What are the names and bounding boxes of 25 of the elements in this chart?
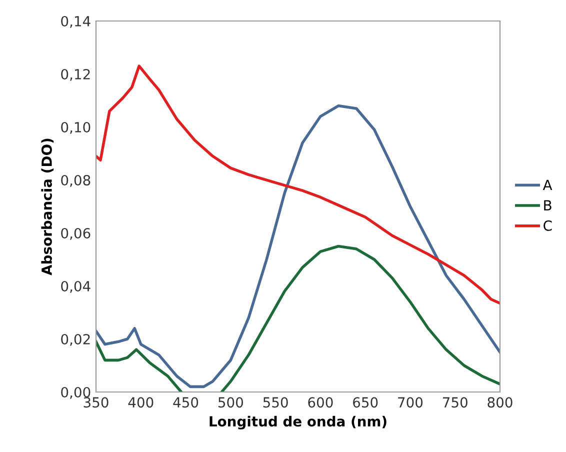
x-tick-label: 700 [398,397,423,408]
y-tick-label: 0,08 [61,174,90,187]
y-tick-label: 0,00 [61,386,90,399]
y-tick-label: 0,06 [61,228,90,240]
legend-label: C [544,220,552,231]
x-tick-label: 750 [442,397,468,408]
x-tick-label: 650 [353,397,378,408]
x-tick-label: 350 [84,397,108,408]
x-axis-title: Longitud de onda (nm) [210,416,386,430]
y-tick-label: 0,10 [61,122,90,134]
x-tick-label: 400 [128,397,154,408]
x-tick-label: 800 [488,397,512,408]
line-series [96,104,500,388]
y-axis-title: Absorbancia (DO) [41,138,54,276]
legend-label: B [544,200,552,210]
line-series [96,64,500,305]
x-tick-label: 600 [308,397,333,408]
y-tick-label: 0,02 [61,334,90,346]
x-tick-label: 450 [173,397,198,408]
y-tick-label: 0,04 [61,280,90,293]
y-tick-label: 0,14 [61,16,90,28]
legend-label: A [542,180,552,190]
y-tick-label: 0,12 [61,68,90,81]
x-tick-label: 500 [218,397,243,408]
x-tick-label: 550 [263,397,288,408]
